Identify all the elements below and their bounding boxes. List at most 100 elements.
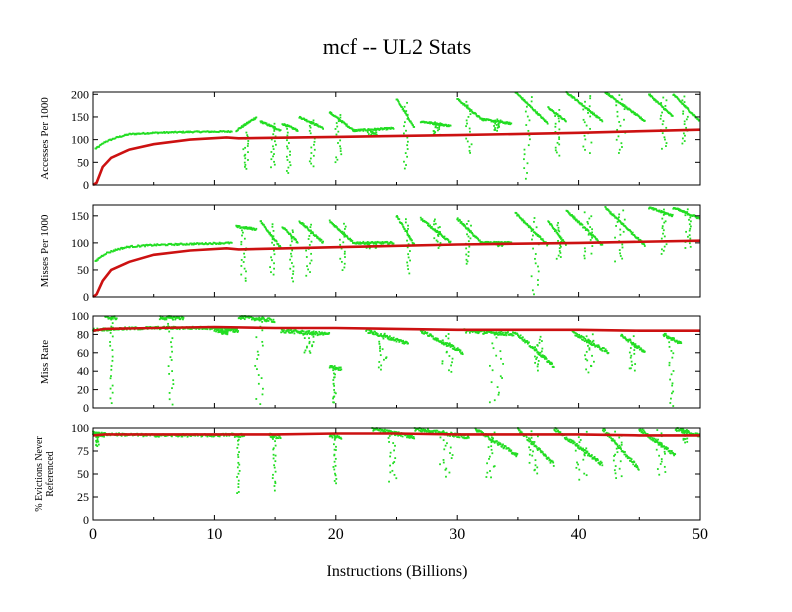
raw-point (433, 132, 436, 135)
raw-point (286, 147, 289, 150)
raw-point (237, 479, 240, 482)
raw-point (401, 435, 404, 438)
raw-point (532, 247, 534, 250)
raw-point (615, 138, 618, 141)
raw-point (536, 435, 539, 438)
raw-point (676, 96, 679, 99)
raw-point (536, 472, 539, 475)
raw-point (560, 116, 562, 119)
raw-point (537, 235, 540, 237)
raw-point (628, 457, 631, 459)
raw-point (511, 451, 514, 454)
raw-point (488, 364, 491, 367)
raw-point (492, 347, 495, 350)
raw-point (426, 222, 429, 225)
raw-point (316, 236, 319, 238)
raw-point (221, 330, 223, 333)
raw-point (329, 365, 332, 367)
raw-point (586, 221, 589, 223)
raw-point (116, 248, 119, 251)
raw-point (541, 238, 544, 240)
raw-point (662, 334, 665, 336)
raw-point (467, 220, 470, 222)
raw-point (181, 435, 184, 438)
raw-point (355, 129, 358, 131)
y-tick-label: 100 (71, 236, 89, 250)
raw-point (103, 435, 105, 438)
raw-point (245, 270, 247, 273)
raw-point (496, 386, 499, 388)
raw-point (679, 428, 682, 431)
raw-point (660, 114, 662, 117)
raw-point (310, 162, 313, 165)
raw-point (525, 340, 528, 342)
y-tick-label: 150 (71, 110, 89, 124)
raw-point (439, 242, 442, 244)
raw-point (555, 112, 558, 115)
raw-point (319, 239, 322, 242)
raw-point (686, 208, 689, 211)
raw-point (434, 123, 437, 125)
raw-point (156, 131, 159, 134)
raw-point (610, 213, 613, 215)
raw-point (630, 360, 633, 363)
raw-point (171, 387, 173, 390)
raw-point (531, 443, 533, 446)
raw-point (591, 354, 593, 357)
raw-point (251, 228, 254, 231)
raw-point (535, 226, 538, 229)
raw-point (589, 110, 592, 112)
raw-point (406, 341, 408, 344)
raw-point (470, 109, 473, 112)
raw-point (682, 132, 685, 135)
raw-point (603, 347, 605, 350)
raw-point (255, 398, 258, 400)
raw-point (345, 234, 348, 237)
raw-point (626, 228, 629, 230)
raw-point (274, 460, 277, 463)
raw-point (552, 465, 555, 467)
raw-point (662, 120, 665, 123)
raw-point (602, 427, 605, 430)
raw-point (620, 448, 622, 450)
raw-point (307, 268, 310, 271)
y-tick-label: 50 (77, 263, 89, 277)
raw-point (420, 331, 423, 334)
raw-point (336, 125, 339, 128)
raw-point (339, 150, 342, 153)
raw-point (590, 344, 593, 346)
raw-point (271, 321, 274, 323)
raw-point (590, 342, 593, 345)
raw-point (465, 331, 467, 334)
raw-point (534, 459, 537, 462)
raw-point (603, 430, 605, 433)
raw-point (377, 127, 380, 130)
raw-point (595, 114, 598, 117)
raw-point (97, 443, 100, 446)
y-tick-label: 20 (77, 383, 89, 397)
raw-point (261, 340, 264, 343)
raw-point (478, 116, 481, 119)
raw-point (502, 363, 505, 365)
raw-point (560, 237, 563, 240)
raw-point (335, 478, 338, 480)
raw-point (261, 329, 264, 332)
raw-point (494, 129, 497, 131)
y-tick-label: 50 (77, 467, 89, 481)
raw-point (524, 100, 526, 102)
y-tick-label: 50 (77, 155, 89, 169)
raw-point (657, 438, 659, 441)
raw-point (221, 329, 224, 332)
raw-point (434, 218, 436, 221)
raw-point (661, 132, 664, 135)
raw-point (287, 172, 290, 174)
raw-point (152, 244, 155, 247)
raw-point (609, 212, 612, 215)
raw-point (235, 329, 238, 332)
raw-point (452, 344, 455, 347)
raw-point (405, 129, 407, 132)
raw-point (244, 165, 246, 168)
raw-point (400, 434, 402, 437)
raw-point (239, 436, 242, 438)
raw-point (375, 131, 378, 134)
